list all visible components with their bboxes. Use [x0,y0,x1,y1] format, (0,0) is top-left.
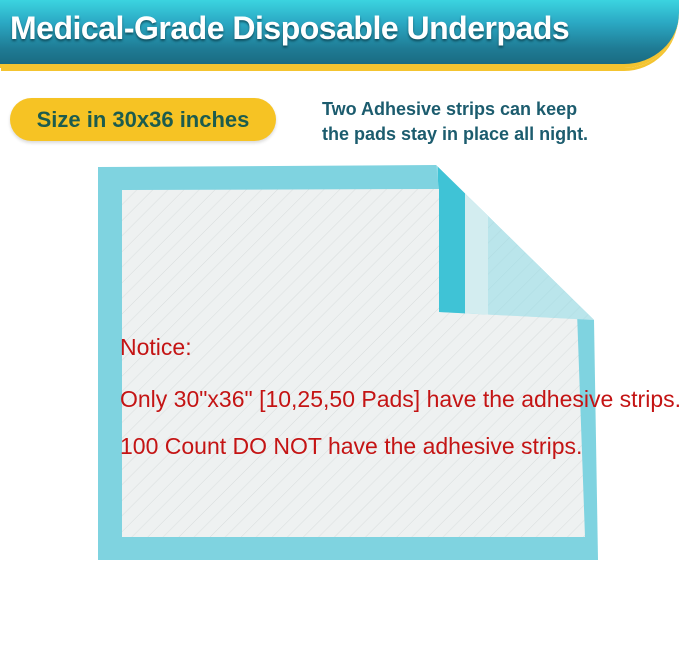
svg-text:Only 30"x36" [10,25,50 Pads] h: Only 30"x36" [10,25,50 Pads] have the ad… [120,386,679,412]
svg-text:100 Count DO NOT have the adhe: 100 Count DO NOT have the adhesive strip… [120,433,582,459]
svg-text:Notice:: Notice: [120,334,192,360]
